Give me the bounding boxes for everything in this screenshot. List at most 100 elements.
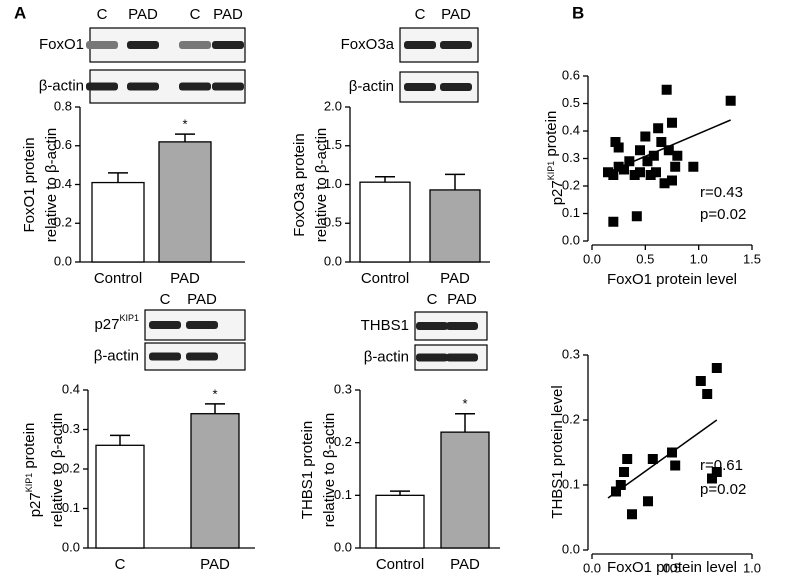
blot-label: FoxO1	[39, 36, 84, 53]
x-tick-label: PAD	[440, 270, 470, 287]
y-axis-label: relative to β-actin	[321, 413, 338, 528]
bar	[429, 189, 481, 263]
y-axis-label: THBS1 protein	[299, 421, 316, 519]
blot-band	[179, 41, 211, 49]
y-tick-label: 0.3	[562, 346, 580, 361]
y-axis-label-part: FoxO3a protein	[291, 133, 308, 236]
point	[619, 467, 629, 477]
bar	[375, 494, 425, 549]
x-tick-label: 1.0	[690, 251, 708, 266]
panel-label: B	[572, 3, 584, 22]
point	[622, 454, 633, 464]
lane-label: C	[97, 6, 108, 23]
lane-label: PAD	[213, 6, 243, 23]
point	[653, 123, 664, 134]
point	[672, 150, 683, 161]
y-tick-label: 0.0	[324, 253, 342, 268]
y-tick-label: 0.4	[54, 176, 72, 191]
lane-label: PAD	[441, 6, 471, 23]
blot-band	[212, 82, 244, 91]
y-axis-label-part: protein	[21, 423, 38, 473]
blot-band	[149, 352, 181, 361]
blot-label: THBS1	[361, 317, 409, 334]
blot-band	[86, 82, 118, 91]
y-tick-label: 0.8	[54, 98, 72, 113]
y-tick-label: 0.3	[334, 381, 352, 396]
significance-mark: *	[462, 396, 467, 411]
point	[613, 161, 624, 172]
x-tick-label: 0.0	[583, 560, 601, 575]
point	[688, 161, 699, 172]
y-axis-label: THBS1 protein level	[549, 385, 566, 518]
point	[648, 150, 659, 161]
blot-band	[127, 82, 159, 91]
point	[670, 161, 681, 172]
point	[640, 131, 651, 142]
blot-label: β-actin	[364, 348, 409, 365]
y-axis-label-sup: KIP1	[546, 161, 556, 181]
y-tick-label: 0.2	[562, 177, 580, 192]
blot-band	[149, 321, 181, 329]
stat-label: r=0.61	[700, 457, 743, 474]
y-axis-label-part: protein	[543, 111, 560, 161]
point	[608, 216, 619, 227]
x-tick-label: PAD	[200, 556, 230, 573]
point	[645, 170, 656, 180]
point	[656, 137, 667, 147]
y-axis-label-part: p27	[549, 180, 566, 205]
blot-band	[212, 41, 244, 49]
x-tick-label: Control	[361, 270, 409, 287]
y-tick-label: 0.4	[62, 381, 80, 396]
y-tick-label: 0.1	[562, 476, 580, 491]
lane-label: C	[190, 6, 201, 23]
bar	[158, 141, 212, 263]
blot-label: FoxO3a	[341, 36, 395, 53]
bar	[91, 181, 145, 263]
y-tick-label: 0.5	[324, 215, 342, 230]
point	[643, 496, 653, 507]
fit-line	[607, 419, 718, 499]
point	[695, 376, 706, 386]
lane-label: PAD	[447, 291, 477, 308]
x-tick-label: 0.5	[663, 560, 681, 575]
y-tick-label: 0.1	[334, 487, 352, 502]
blot-band	[416, 353, 448, 362]
point	[659, 178, 670, 189]
y-axis-label: p27KIP1 protein	[21, 423, 44, 518]
stat-label: p=0.02	[700, 206, 746, 223]
y-tick-label: 0.2	[62, 460, 80, 475]
point	[608, 170, 619, 180]
blot-band	[179, 82, 211, 91]
point	[631, 211, 642, 222]
point	[702, 389, 713, 399]
x-tick-label: C	[115, 556, 126, 573]
y-axis-label-part: relative to β-actin	[321, 413, 338, 528]
point	[647, 454, 658, 464]
lane-label: C	[160, 291, 171, 308]
bar	[95, 444, 145, 549]
lane-label: C	[427, 291, 438, 308]
point	[711, 467, 722, 477]
y-tick-label: 0.4	[562, 122, 580, 137]
y-tick-label: 0.0	[54, 253, 72, 268]
y-axis-label-part: FoxO1 protein	[21, 137, 38, 232]
blot-band	[404, 83, 436, 91]
y-tick-label: 0.6	[54, 137, 72, 152]
y-axis-label: FoxO1 protein	[21, 137, 38, 232]
point	[670, 460, 681, 471]
point	[707, 473, 717, 484]
panel-label: A	[14, 3, 26, 22]
y-tick-label: 0.0	[62, 539, 80, 554]
point	[624, 156, 635, 167]
blot-label: p27KIP1	[94, 313, 139, 333]
y-axis-label-part: THBS1 protein	[299, 421, 316, 519]
y-tick-label: 1.0	[324, 176, 342, 191]
lane-label: C	[415, 6, 426, 23]
y-tick-label: 2.0	[324, 98, 342, 113]
x-tick-label: Control	[376, 556, 424, 573]
y-tick-label: 0.6	[562, 67, 580, 82]
y-tick-label: 1.5	[324, 137, 342, 152]
lane-label: PAD	[128, 6, 158, 23]
y-tick-label: 0.3	[562, 150, 580, 165]
